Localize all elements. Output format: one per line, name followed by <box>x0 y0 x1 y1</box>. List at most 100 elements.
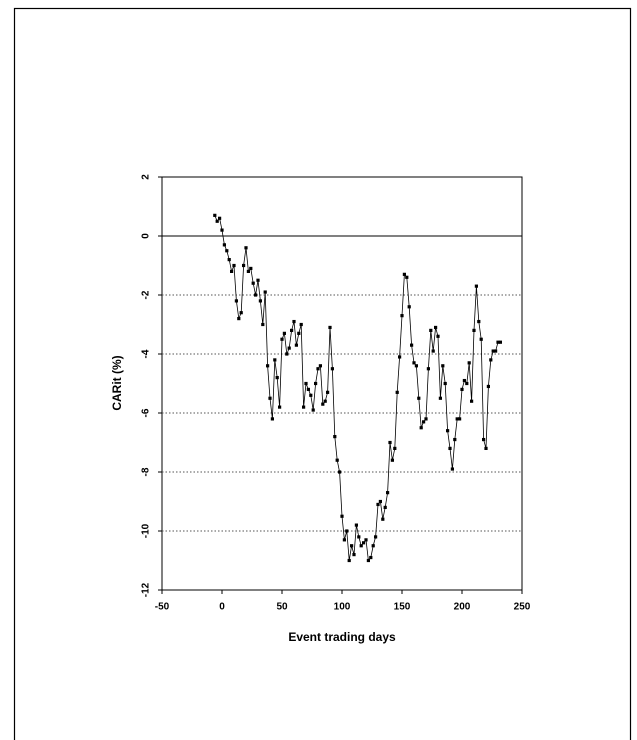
data-point <box>381 517 385 521</box>
data-point <box>426 367 430 371</box>
data-point <box>261 322 265 327</box>
data-point <box>450 467 454 471</box>
data-point <box>215 219 219 223</box>
y-tick-label: 0 <box>141 233 152 239</box>
data-point <box>292 319 296 324</box>
data-point <box>491 349 495 353</box>
data-point <box>323 399 327 403</box>
data-point <box>395 390 399 394</box>
y-tick-label: -8 <box>141 467 152 476</box>
data-point <box>354 523 358 527</box>
data-point <box>467 361 471 365</box>
y-tick-label: 2 <box>141 174 152 180</box>
data-point <box>417 396 421 400</box>
data-point <box>263 290 267 294</box>
data-point <box>326 390 330 394</box>
x-tick-label: 0 <box>219 602 225 613</box>
data-point <box>489 358 493 362</box>
data-point <box>230 269 234 273</box>
data-point <box>482 437 486 442</box>
data-point <box>273 358 277 362</box>
data-point <box>222 243 226 247</box>
data-point <box>268 396 272 400</box>
x-tick-label: 100 <box>334 602 351 613</box>
data-point <box>220 228 224 232</box>
y-tick-label: -10 <box>141 523 152 538</box>
data-point <box>465 381 469 386</box>
data-point <box>266 364 270 368</box>
data-point <box>410 343 414 347</box>
x-tick-label: 250 <box>514 602 531 613</box>
data-point <box>390 458 394 462</box>
data-point <box>232 263 236 268</box>
data-point <box>400 314 404 318</box>
x-axis-label: Event trading days <box>288 630 396 644</box>
data-point <box>275 376 279 380</box>
data-point <box>345 529 349 533</box>
data-point <box>398 355 402 359</box>
data-point <box>227 258 231 262</box>
data-point <box>328 325 332 330</box>
x-tick-label: 50 <box>276 602 288 613</box>
data-point <box>422 420 426 424</box>
data-point <box>383 505 387 509</box>
data-point <box>407 305 411 309</box>
data-point <box>434 325 438 330</box>
data-point <box>496 340 500 344</box>
data-point <box>306 387 310 391</box>
data-point <box>472 328 476 332</box>
data-point <box>352 553 356 557</box>
data-point <box>321 402 325 406</box>
data-point <box>393 446 397 450</box>
data-point <box>443 381 447 386</box>
data-point <box>258 299 262 303</box>
data-point <box>364 538 368 542</box>
data-point <box>254 293 258 297</box>
data-point <box>299 322 303 327</box>
data-point <box>357 535 361 539</box>
data-point <box>314 381 318 386</box>
data-point <box>244 246 248 250</box>
data-point <box>458 417 462 421</box>
data-point <box>362 541 366 545</box>
data-point <box>405 275 409 279</box>
data-point <box>333 435 337 439</box>
data-point <box>251 281 255 285</box>
data-point <box>359 544 363 548</box>
data-point <box>311 408 315 412</box>
data-point <box>239 311 243 315</box>
data-point <box>287 346 291 350</box>
data-point <box>436 334 440 338</box>
data-point <box>460 387 464 391</box>
data-point <box>498 340 502 344</box>
data-point <box>234 299 238 303</box>
data-point <box>302 405 306 409</box>
data-point <box>376 502 380 507</box>
data-point <box>246 269 250 273</box>
data-line <box>214 215 501 562</box>
data-point <box>256 278 260 282</box>
data-point <box>270 417 274 421</box>
data-point <box>347 558 351 563</box>
data-point <box>369 555 373 560</box>
data-point <box>412 361 416 365</box>
y-tick-label: -2 <box>141 290 152 299</box>
data-point <box>316 367 320 371</box>
data-point <box>388 440 392 445</box>
x-tick-label: 200 <box>454 602 471 613</box>
data-point <box>338 470 342 474</box>
data-point <box>448 446 452 450</box>
data-point <box>402 272 406 276</box>
data-point <box>414 364 418 368</box>
data-point <box>225 249 229 253</box>
data-point <box>438 396 442 400</box>
data-point <box>294 343 298 347</box>
data-point <box>282 331 286 335</box>
data-point <box>304 381 308 386</box>
data-point <box>213 213 217 217</box>
data-point <box>242 263 246 268</box>
data-point <box>297 331 301 335</box>
data-point <box>330 367 334 371</box>
data-point <box>350 544 354 548</box>
